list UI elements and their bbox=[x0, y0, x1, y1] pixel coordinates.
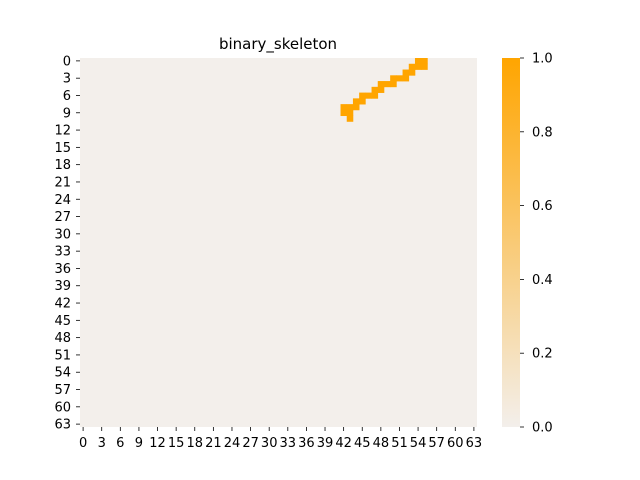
y-tick-label: 27 bbox=[54, 210, 71, 225]
x-tick-label: 24 bbox=[224, 436, 241, 451]
colorbar-tick-label: 0.0 bbox=[532, 421, 553, 436]
heatmap-cell bbox=[346, 109, 354, 117]
colorbar-gradient bbox=[502, 58, 520, 427]
heatmap-cell bbox=[346, 104, 354, 111]
heatmap-cell bbox=[359, 92, 366, 99]
heatmap-cell bbox=[402, 69, 410, 76]
y-tick-label: 54 bbox=[54, 366, 71, 381]
y-tick-label: 6 bbox=[63, 89, 71, 104]
heatmap-background-cells bbox=[80, 58, 477, 427]
x-tick-label: 15 bbox=[168, 436, 185, 451]
heatmap-cell bbox=[359, 98, 366, 105]
heatmap-cell bbox=[408, 69, 416, 76]
colorbar: 0.0 0.2 0.4 0.6 0.8 1.0 bbox=[502, 52, 553, 436]
x-axis: 0 3 6 9 12 15 18 21 24 27 30 33 36 39 42 45 48 51 54 57 60 63 bbox=[79, 427, 482, 451]
x-tick-label: 9 bbox=[135, 436, 143, 451]
x-tick-label: 57 bbox=[428, 436, 445, 451]
y-tick-label: 24 bbox=[54, 193, 71, 208]
x-tick-label: 33 bbox=[280, 436, 297, 451]
x-tick-label: 45 bbox=[354, 436, 371, 451]
y-tick-label: 57 bbox=[54, 383, 71, 398]
y-tick-label: 51 bbox=[54, 348, 71, 363]
heatmap-cell bbox=[340, 104, 348, 111]
y-tick-label: 33 bbox=[54, 245, 71, 260]
x-tick-label: 27 bbox=[242, 436, 259, 451]
y-tick-label: 42 bbox=[54, 297, 71, 312]
x-tick-label: 63 bbox=[466, 436, 483, 451]
heatmap-cell bbox=[421, 63, 428, 70]
y-tick-label: 36 bbox=[54, 262, 71, 277]
colorbar-tick-label: 0.8 bbox=[532, 125, 553, 140]
x-tick-label: 36 bbox=[298, 436, 315, 451]
y-tick-label: 60 bbox=[54, 400, 71, 415]
heatmap-cell bbox=[402, 75, 410, 82]
heatmap-cell bbox=[396, 75, 403, 82]
heatmap-cell bbox=[414, 58, 422, 65]
heatmap-cell bbox=[390, 75, 397, 82]
colorbar-tick-label: 0.2 bbox=[532, 347, 553, 362]
y-tick-label: 48 bbox=[54, 331, 71, 346]
heatmap-cell bbox=[346, 115, 354, 122]
x-tick-label: 54 bbox=[410, 436, 427, 451]
heatmap-cell bbox=[414, 63, 422, 70]
x-tick-label: 18 bbox=[186, 436, 203, 451]
heatmap-cell bbox=[377, 81, 385, 88]
x-tick-label: 42 bbox=[335, 436, 352, 451]
y-tick-label: 12 bbox=[54, 124, 71, 139]
chart-title: binary_skeleton bbox=[219, 35, 337, 54]
y-tick-label: 0 bbox=[63, 54, 71, 69]
x-tick-label: 60 bbox=[447, 436, 464, 451]
x-tick-label: 39 bbox=[317, 436, 334, 451]
x-tick-label: 12 bbox=[149, 436, 166, 451]
y-tick-label: 39 bbox=[54, 279, 71, 294]
x-tick-label: 48 bbox=[373, 436, 390, 451]
heatmap-cell bbox=[421, 58, 428, 65]
y-tick-label: 30 bbox=[54, 227, 71, 242]
heatmap-cell bbox=[352, 98, 360, 105]
y-tick-label: 18 bbox=[54, 158, 71, 173]
x-tick-label: 21 bbox=[205, 436, 222, 451]
heatmap-cell bbox=[383, 81, 391, 88]
heatmap-cell bbox=[377, 86, 385, 93]
heatmap-cell bbox=[371, 92, 379, 99]
heatmap-plot-area bbox=[80, 58, 477, 427]
heatmap-cell bbox=[408, 63, 416, 70]
colorbar-tick-label: 0.4 bbox=[532, 273, 553, 288]
heatmap-cell bbox=[371, 86, 379, 93]
x-tick-label: 3 bbox=[98, 436, 106, 451]
x-tick-label: 0 bbox=[79, 436, 87, 451]
y-tick-label: 45 bbox=[54, 314, 71, 329]
x-tick-label: 6 bbox=[116, 436, 124, 451]
y-tick-label: 63 bbox=[54, 418, 71, 433]
colorbar-tick-label: 0.6 bbox=[532, 199, 553, 214]
colorbar-tick-label: 1.0 bbox=[532, 52, 553, 67]
y-tick-label: 9 bbox=[63, 106, 71, 121]
heatmap-cell bbox=[365, 92, 372, 99]
x-tick-label: 30 bbox=[261, 436, 278, 451]
y-tick-label: 15 bbox=[54, 141, 71, 156]
heatmap-cell bbox=[352, 104, 360, 111]
y-tick-label: 3 bbox=[63, 72, 71, 87]
heatmap-cell bbox=[340, 109, 348, 117]
x-tick-label: 51 bbox=[391, 436, 408, 451]
y-tick-label: 21 bbox=[54, 175, 71, 190]
heatmap-cell bbox=[390, 81, 397, 88]
